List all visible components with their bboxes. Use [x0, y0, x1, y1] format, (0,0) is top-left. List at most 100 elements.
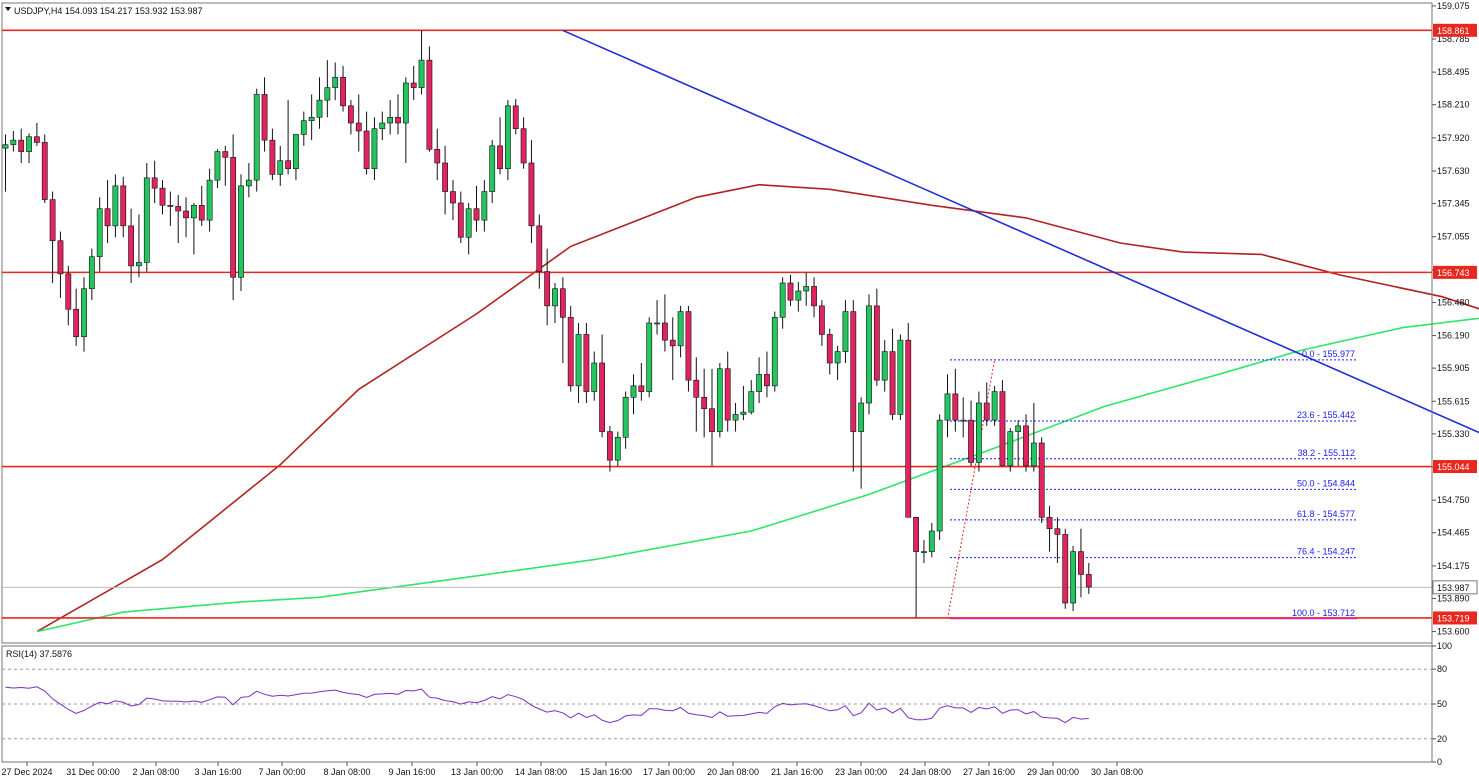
candle-body: [238, 185, 244, 278]
candle-body: [983, 402, 990, 421]
candle-body: [261, 94, 268, 141]
candle: [716, 363, 723, 438]
candle-body: [818, 305, 825, 335]
time-tick-label: 14 Jan 08:00: [515, 767, 567, 777]
candle: [536, 214, 543, 289]
candle-body: [724, 368, 731, 421]
moving-average-slow: [36, 183, 1479, 633]
candle: [96, 197, 103, 272]
candle: [277, 145, 284, 186]
candle: [143, 163, 150, 272]
candle: [489, 140, 496, 203]
collapse-arrow-icon[interactable]: [5, 7, 11, 11]
price-tick-label: 155.615: [1437, 396, 1470, 406]
candle-body: [457, 202, 464, 238]
candle: [112, 174, 119, 238]
candle-body: [858, 402, 865, 432]
rsi-label: RSI(14) 37.5876: [6, 649, 72, 659]
time-tick-label: 17 Jan 00:00: [643, 767, 695, 777]
candle-body: [528, 162, 535, 227]
candle: [73, 288, 80, 346]
candle: [873, 288, 880, 386]
fibonacci-level-label: 0.0 - 155.977: [1302, 349, 1355, 359]
candle: [732, 403, 739, 432]
candle-body: [143, 177, 150, 263]
candle-body: [960, 419, 967, 422]
candle-body: [81, 288, 87, 338]
time-tick-label: 27 Dec 2024: [1, 767, 52, 777]
candle-body: [1015, 425, 1022, 432]
candle-body: [355, 122, 362, 132]
candle-body: [198, 204, 205, 221]
price-tick-label: 153.600: [1437, 627, 1470, 637]
candle: [26, 133, 32, 163]
time-tick-label: 20 Jan 08:00: [707, 767, 759, 777]
candle: [1023, 414, 1029, 472]
candle-body: [866, 305, 872, 404]
candle-body: [332, 76, 339, 88]
candle-body: [426, 59, 433, 150]
price-tick-label: 156.480: [1437, 297, 1470, 307]
rsi-line: [5, 686, 1089, 724]
time-tick-label: 27 Jan 16:00: [963, 767, 1015, 777]
price-tick-label: 155.905: [1437, 363, 1470, 373]
candle-body: [968, 419, 974, 463]
candle: [803, 272, 810, 306]
price-tick-label: 157.630: [1437, 166, 1470, 176]
candle-body: [371, 128, 378, 170]
candle-body: [285, 160, 291, 170]
time-tick-label: 8 Jan 08:00: [323, 767, 370, 777]
candle-body: [764, 374, 770, 387]
candle: [983, 382, 990, 426]
price-tick-label: 154.465: [1437, 528, 1470, 538]
time-tick-label: 7 Jan 00:00: [258, 767, 305, 777]
candle-body: [975, 402, 982, 463]
candle: [33, 123, 40, 146]
candle-body: [300, 120, 307, 135]
candle-body: [685, 311, 692, 381]
candle: [646, 317, 653, 398]
candle-body: [567, 316, 574, 387]
candle-body: [167, 204, 174, 207]
candle-body: [340, 76, 346, 107]
candle: [497, 117, 503, 175]
candle: [842, 300, 849, 363]
candle-body: [49, 199, 56, 242]
candle-body: [1054, 528, 1061, 535]
candle: [709, 368, 715, 466]
level-price-label: 153.719: [1437, 613, 1470, 623]
candle-body: [701, 396, 708, 410]
candle-body: [222, 151, 229, 158]
candle: [285, 100, 291, 175]
candle: [1085, 563, 1092, 594]
candle: [677, 305, 684, 358]
candle: [669, 317, 676, 381]
candle-body: [316, 99, 323, 118]
candle-body: [120, 185, 127, 227]
price-tick-label: 154.750: [1437, 495, 1470, 505]
candle-body: [622, 396, 629, 438]
candle-body: [771, 316, 778, 387]
candle: [198, 185, 205, 226]
candle-body: [183, 210, 189, 219]
candle: [128, 208, 134, 283]
candle-body: [944, 393, 951, 421]
candle-body: [308, 116, 315, 122]
candle: [183, 197, 189, 238]
candle-body: [434, 148, 441, 164]
candle: [191, 203, 197, 255]
candle: [355, 94, 362, 152]
time-tick-label: 13 Jan 00:00: [451, 767, 503, 777]
candle: [834, 345, 841, 381]
moving-average-fast: [36, 317, 1479, 633]
candle-body: [897, 339, 904, 415]
candle-body: [669, 339, 676, 347]
candle: [402, 77, 409, 163]
candle: [442, 145, 448, 215]
candle-body: [1038, 442, 1045, 518]
candle-body: [379, 122, 386, 130]
price-tick-label: 158.785: [1437, 34, 1470, 44]
candle: [465, 203, 472, 255]
candle-body: [230, 156, 237, 278]
